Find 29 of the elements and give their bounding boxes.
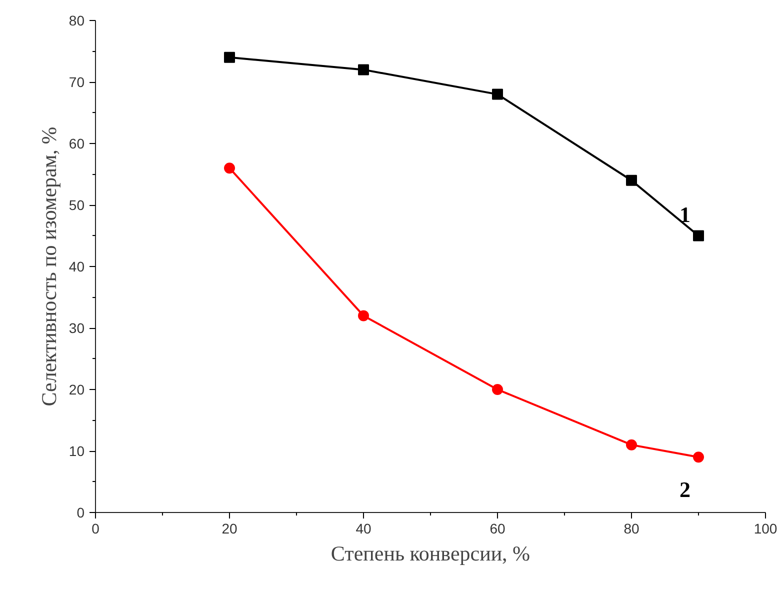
x-tick-label: 20	[222, 520, 238, 536]
point	[224, 162, 235, 174]
x-axis-title: Степень конверсии, %	[330, 542, 530, 566]
x-tick-label: 60	[490, 520, 506, 536]
y-tick-label: 80	[68, 12, 85, 28]
y-tick-label: 60	[68, 136, 85, 152]
y-tick-label: 10	[68, 443, 85, 459]
x-tick-label: 0	[92, 520, 100, 536]
point	[492, 88, 503, 100]
point	[626, 439, 637, 450]
point	[358, 64, 369, 76]
series-label: 2	[680, 477, 690, 502]
y-tick-label: 0	[76, 504, 85, 520]
y-tick-label: 20	[68, 382, 85, 398]
point	[626, 174, 637, 186]
x-tick-label: 40	[356, 520, 372, 536]
point	[224, 52, 235, 63]
y-tick-label: 40	[68, 258, 85, 274]
series-label: 1	[680, 202, 690, 227]
x-tick-label: 80	[624, 520, 640, 536]
y-tick-label: 70	[68, 74, 85, 90]
y-axis-title: Селективность по изомерам, %	[36, 126, 61, 406]
point	[693, 452, 704, 463]
point	[358, 310, 369, 322]
point	[693, 230, 704, 242]
x-tick-label: 100	[754, 520, 778, 536]
point	[492, 384, 503, 395]
y-tick-label: 30	[68, 320, 85, 336]
y-tick-label: 50	[68, 197, 85, 213]
